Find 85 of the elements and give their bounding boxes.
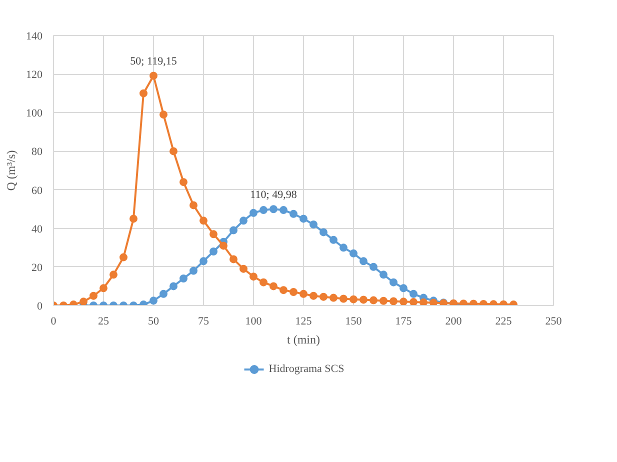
point: [350, 295, 358, 304]
point: [90, 292, 98, 300]
point: [410, 290, 418, 298]
annotation: 50; 119,15: [130, 56, 178, 68]
y-tick-label: 0: [37, 300, 43, 312]
y-tick-label: 120: [26, 69, 43, 82]
point: [250, 208, 258, 217]
legend-label: Hidrograma SCS: [268, 363, 344, 375]
point: [380, 270, 388, 279]
annotation: 110; 49,98: [250, 189, 298, 202]
y-tick-label: 40: [32, 223, 43, 236]
point: [260, 278, 268, 286]
point: [330, 236, 338, 244]
x-tick-label: 150: [345, 316, 362, 328]
point: [330, 294, 338, 302]
x-tick-label: 200: [445, 316, 462, 328]
x-tick-label: 125: [295, 316, 312, 328]
point: [100, 284, 108, 292]
point: [160, 290, 168, 298]
point: [230, 255, 238, 264]
point: [260, 206, 268, 214]
point: [370, 296, 378, 304]
point: [190, 201, 198, 210]
x-tick-label: 175: [395, 316, 412, 328]
x-tick-label: 25: [98, 316, 110, 328]
point: [150, 72, 158, 80]
point: [240, 216, 248, 225]
point: [280, 286, 288, 294]
point: [360, 296, 368, 304]
x-tick-label: 0: [50, 316, 57, 328]
point: [390, 297, 398, 306]
y-tick-label: 100: [26, 108, 43, 120]
point: [160, 110, 168, 119]
point: [370, 262, 378, 271]
point: [340, 294, 348, 303]
point: [480, 300, 488, 306]
point: [310, 220, 318, 228]
point: [360, 257, 368, 266]
point: [180, 178, 188, 186]
point: [240, 264, 248, 273]
x-tick-label: 250: [545, 316, 562, 328]
y-tick-label: 80: [32, 146, 43, 158]
point: [400, 298, 408, 306]
point: [110, 270, 118, 279]
point: [170, 282, 178, 290]
point: [300, 214, 308, 223]
y-tick-label: 60: [32, 184, 43, 197]
point: [200, 257, 208, 266]
point: [400, 284, 408, 292]
x-axis-title: t (min): [287, 332, 320, 346]
point: [210, 248, 218, 256]
point: [200, 216, 208, 225]
point: [310, 292, 318, 300]
x-tick-label: 75: [198, 316, 210, 328]
point: [410, 298, 418, 306]
point: [120, 253, 128, 262]
point: [190, 266, 198, 275]
point: [290, 210, 298, 218]
point: [270, 205, 278, 214]
x-tick-label: 50: [148, 316, 160, 328]
point: [420, 298, 428, 306]
point: [340, 244, 348, 252]
point: [320, 228, 328, 236]
point: [140, 89, 148, 98]
point: [150, 296, 158, 305]
point: [300, 290, 308, 298]
x-tick-label: 100: [245, 316, 262, 328]
point: [350, 249, 358, 258]
point: [290, 288, 298, 296]
point: [180, 274, 188, 282]
point: [380, 296, 388, 305]
point: [270, 282, 278, 290]
point: [250, 272, 258, 281]
point: [130, 214, 138, 223]
point: [320, 292, 328, 301]
y-tick-label: 20: [32, 262, 43, 274]
point: [210, 230, 218, 238]
point: [170, 147, 178, 156]
point: [230, 226, 238, 234]
y-axis-title: Q (m³/s): [4, 150, 18, 191]
y-tick-label: 140: [26, 30, 43, 42]
x-tick-label: 225: [495, 316, 512, 328]
point: [390, 278, 398, 286]
point: [220, 242, 228, 250]
point: [280, 206, 288, 214]
